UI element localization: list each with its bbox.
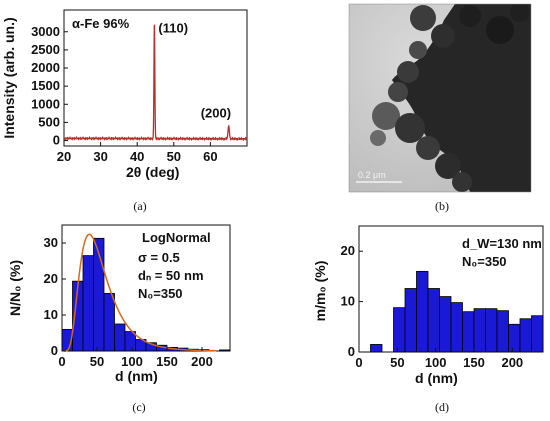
x-tick-label: 30 [93, 149, 107, 164]
particle [388, 82, 408, 102]
particle [452, 172, 472, 192]
histogram-bar [103, 292, 115, 352]
histogram-bar [82, 255, 94, 352]
histogram-bar [496, 310, 509, 353]
peak-label-110: (110) [158, 20, 188, 35]
y-tick-label: 1500 [31, 78, 60, 93]
y-tick-label: 1000 [31, 96, 60, 111]
panel-c: 0 50 100 150 200 0 10 20 30 LogNormal σ = 0.5 dₙ… [7, 224, 231, 414]
annotation-count-d: N₀=350 [462, 254, 507, 269]
y-axis-title-a: Intensity (arb. un.) [1, 17, 17, 138]
x-tick-label: 150 [156, 354, 178, 369]
x-tick-label: 50 [90, 354, 104, 369]
panel-d: 0 50 100 150 200 0 10 20 d_W=130 nm N₀=350 d (n… [312, 225, 544, 414]
histogram-bar [473, 308, 486, 353]
particle [409, 41, 427, 59]
particle [370, 130, 386, 146]
x-tick-label: 100 [121, 354, 143, 369]
axis-ticks-c: 0 50 100 150 200 0 10 20 30 [44, 235, 213, 369]
histogram-bar [519, 318, 532, 353]
particle [459, 5, 481, 27]
x-tick-label: 200 [501, 355, 523, 370]
y-tick-label: 0 [348, 344, 355, 359]
histogram-bar [370, 344, 383, 353]
annotation-weighted-diameter: d_W=130 nm [462, 236, 542, 251]
particle [431, 24, 455, 48]
annotation-sigma: σ = 0.5 [138, 250, 180, 265]
panel-a: 20 30 40 50 60 0 500 1000 1500 2000 2500 3000 α-Fe … [1, 9, 248, 213]
annotation-count-c: N₀=350 [138, 286, 183, 301]
x-axis-title-c: d (nm) [115, 368, 158, 384]
panel-b: 0.2 μm (b) [348, 3, 532, 213]
histogram-bars-d [370, 270, 544, 353]
scale-bar-label: 0.2 μm [358, 170, 386, 180]
plot-frame-a [63, 9, 248, 147]
y-tick-label: 10 [341, 294, 355, 309]
axis-ticks-a: 20 30 40 50 60 0 500 1000 1500 2000 2500 3000 [31, 24, 218, 164]
histogram-bar [485, 308, 498, 353]
histogram-bar [531, 315, 544, 353]
histogram-bar [114, 323, 126, 352]
y-tick-label: 500 [38, 114, 60, 129]
x-tick-label: 60 [203, 149, 217, 164]
y-tick-label: 3000 [31, 24, 60, 39]
caption-d: (d) [435, 400, 449, 414]
x-tick-label: 50 [167, 149, 181, 164]
histogram-bar [508, 323, 521, 353]
y-axis-title-d: m/m₀ (%) [312, 261, 328, 322]
lognormal-fit-curve [64, 233, 217, 352]
y-tick-label: 20 [44, 271, 58, 286]
y-tick-label: 30 [44, 235, 58, 250]
histogram-bar [219, 349, 231, 352]
y-tick-label: 20 [341, 243, 355, 258]
particle [397, 61, 419, 83]
histogram-bar [427, 288, 440, 353]
histogram-bars-c [61, 237, 231, 352]
particle [510, 4, 530, 22]
histogram-bar [124, 331, 136, 352]
particle [435, 153, 461, 179]
x-tick-label: 0 [355, 355, 362, 370]
caption-a: (a) [133, 199, 146, 213]
y-tick-label: 0 [53, 133, 60, 148]
histogram-bar [416, 270, 429, 353]
y-axis-title-c: N/N₀ (%) [7, 260, 23, 316]
y-tick-label: 2000 [31, 60, 60, 75]
x-tick-label: 100 [425, 355, 447, 370]
x-axis-title-d: d (nm) [415, 370, 458, 386]
y-tick-label: 2500 [31, 42, 60, 57]
x-axis-title-a: 2θ (deg) [126, 164, 179, 180]
particle [416, 136, 440, 160]
histogram-bar [404, 288, 417, 353]
histogram-bar [439, 296, 452, 353]
tem-nanoparticles [370, 4, 531, 192]
particle [395, 113, 425, 143]
histogram-bar [393, 307, 406, 353]
histogram-bar [462, 311, 475, 353]
y-tick-label: 0 [51, 343, 58, 358]
particle [486, 16, 514, 44]
annotation-phase: α-Fe 96% [72, 16, 130, 31]
x-tick-label: 50 [390, 355, 404, 370]
x-tick-label: 150 [463, 355, 485, 370]
xrd-pattern-line [63, 24, 248, 142]
annotation-median: dₙ = 50 nm [138, 268, 204, 283]
annotation-fit-type: LogNormal [142, 230, 211, 245]
histogram-bar [450, 302, 463, 353]
tem-image-frame [348, 3, 532, 193]
x-tick-label: 200 [191, 354, 213, 369]
peak-label-200: (200) [201, 105, 231, 120]
particle [372, 102, 400, 130]
y-tick-label: 10 [44, 307, 58, 322]
particle [410, 5, 436, 31]
x-tick-label: 40 [130, 149, 144, 164]
axis-ticks-d: 0 50 100 150 200 0 10 20 [341, 243, 524, 370]
x-tick-label: 0 [58, 354, 65, 369]
caption-c: (c) [132, 400, 145, 414]
x-tick-label: 20 [57, 149, 71, 164]
caption-b: (b) [435, 199, 449, 213]
